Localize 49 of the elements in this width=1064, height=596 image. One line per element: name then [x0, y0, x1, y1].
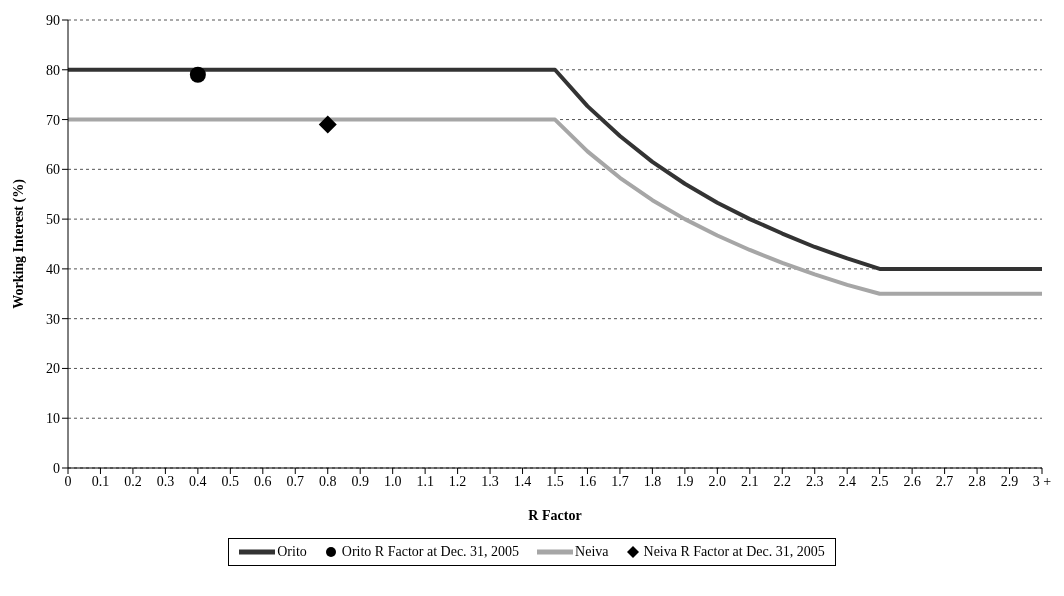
x-tick-label: 0 [64, 473, 72, 489]
x-tick-label: 2.6 [903, 473, 921, 489]
x-tick-label: 1.1 [416, 473, 434, 489]
x-tick-label: 3 + [1032, 473, 1052, 489]
x-tick-label: 0.8 [318, 473, 337, 489]
x-tick-label: 0.5 [221, 473, 240, 489]
x-tick-label: 0.3 [156, 473, 175, 489]
x-tick-label: 1.2 [448, 473, 467, 489]
x-tick-label: 1.9 [676, 473, 694, 489]
y-tick-label: 50 [46, 212, 60, 228]
x-tick-label: 2.4 [838, 473, 856, 489]
x-tick-label: 0.7 [286, 473, 305, 489]
legend-label: Neiva [575, 544, 609, 560]
y-tick-label: 90 [46, 12, 60, 28]
y-tick-label: 0 [53, 460, 60, 476]
x-tick-label: 0.6 [254, 473, 272, 489]
y-tick-label: 80 [46, 62, 60, 78]
y-tick-label: 20 [46, 361, 60, 377]
x-tick-label: 1.5 [546, 473, 564, 489]
x-tick-label: 0.4 [189, 473, 207, 489]
x-tick-label: 2.2 [773, 473, 792, 489]
legend-label: Neiva R Factor at Dec. 31, 2005 [643, 544, 825, 560]
x-tick-label: 1.3 [481, 473, 499, 489]
y-tick-label: 30 [46, 311, 60, 327]
x-tick-label: 1.8 [643, 473, 662, 489]
x-tick-label: 0.2 [124, 473, 142, 489]
x-tick-label: 1.4 [513, 473, 532, 489]
x-tick-label: 2.0 [708, 473, 727, 489]
y-tick-label: 40 [46, 261, 60, 277]
legend-label: Orito R Factor at Dec. 31, 2005 [341, 544, 520, 560]
x-tick-label: 2.9 [1000, 473, 1019, 489]
y-tick-label: 10 [46, 411, 60, 427]
x-tick-label: 2.3 [805, 473, 824, 489]
legend-label: Orito [277, 544, 307, 560]
x-tick-label: 2.8 [968, 473, 986, 489]
x-tick-label: 2.5 [870, 473, 889, 489]
x-tick-label: 1.0 [383, 473, 402, 489]
x-tick-label: 0.1 [91, 473, 110, 489]
y-axis-title: Working Interest (%) [10, 178, 27, 309]
x-tick-label: 1.6 [578, 473, 597, 489]
y-tick-label: 70 [46, 112, 60, 128]
y-tick-label: 60 [46, 162, 60, 178]
line-series [68, 117, 1042, 296]
x-tick-label: 2.1 [741, 473, 759, 489]
x-tick-label: 1.7 [611, 473, 629, 489]
x-tick-label: 0.9 [351, 473, 369, 489]
line-series [68, 67, 1042, 271]
x-tick-label: 2.7 [935, 473, 954, 489]
x-axis-title: R Factor [528, 508, 582, 523]
